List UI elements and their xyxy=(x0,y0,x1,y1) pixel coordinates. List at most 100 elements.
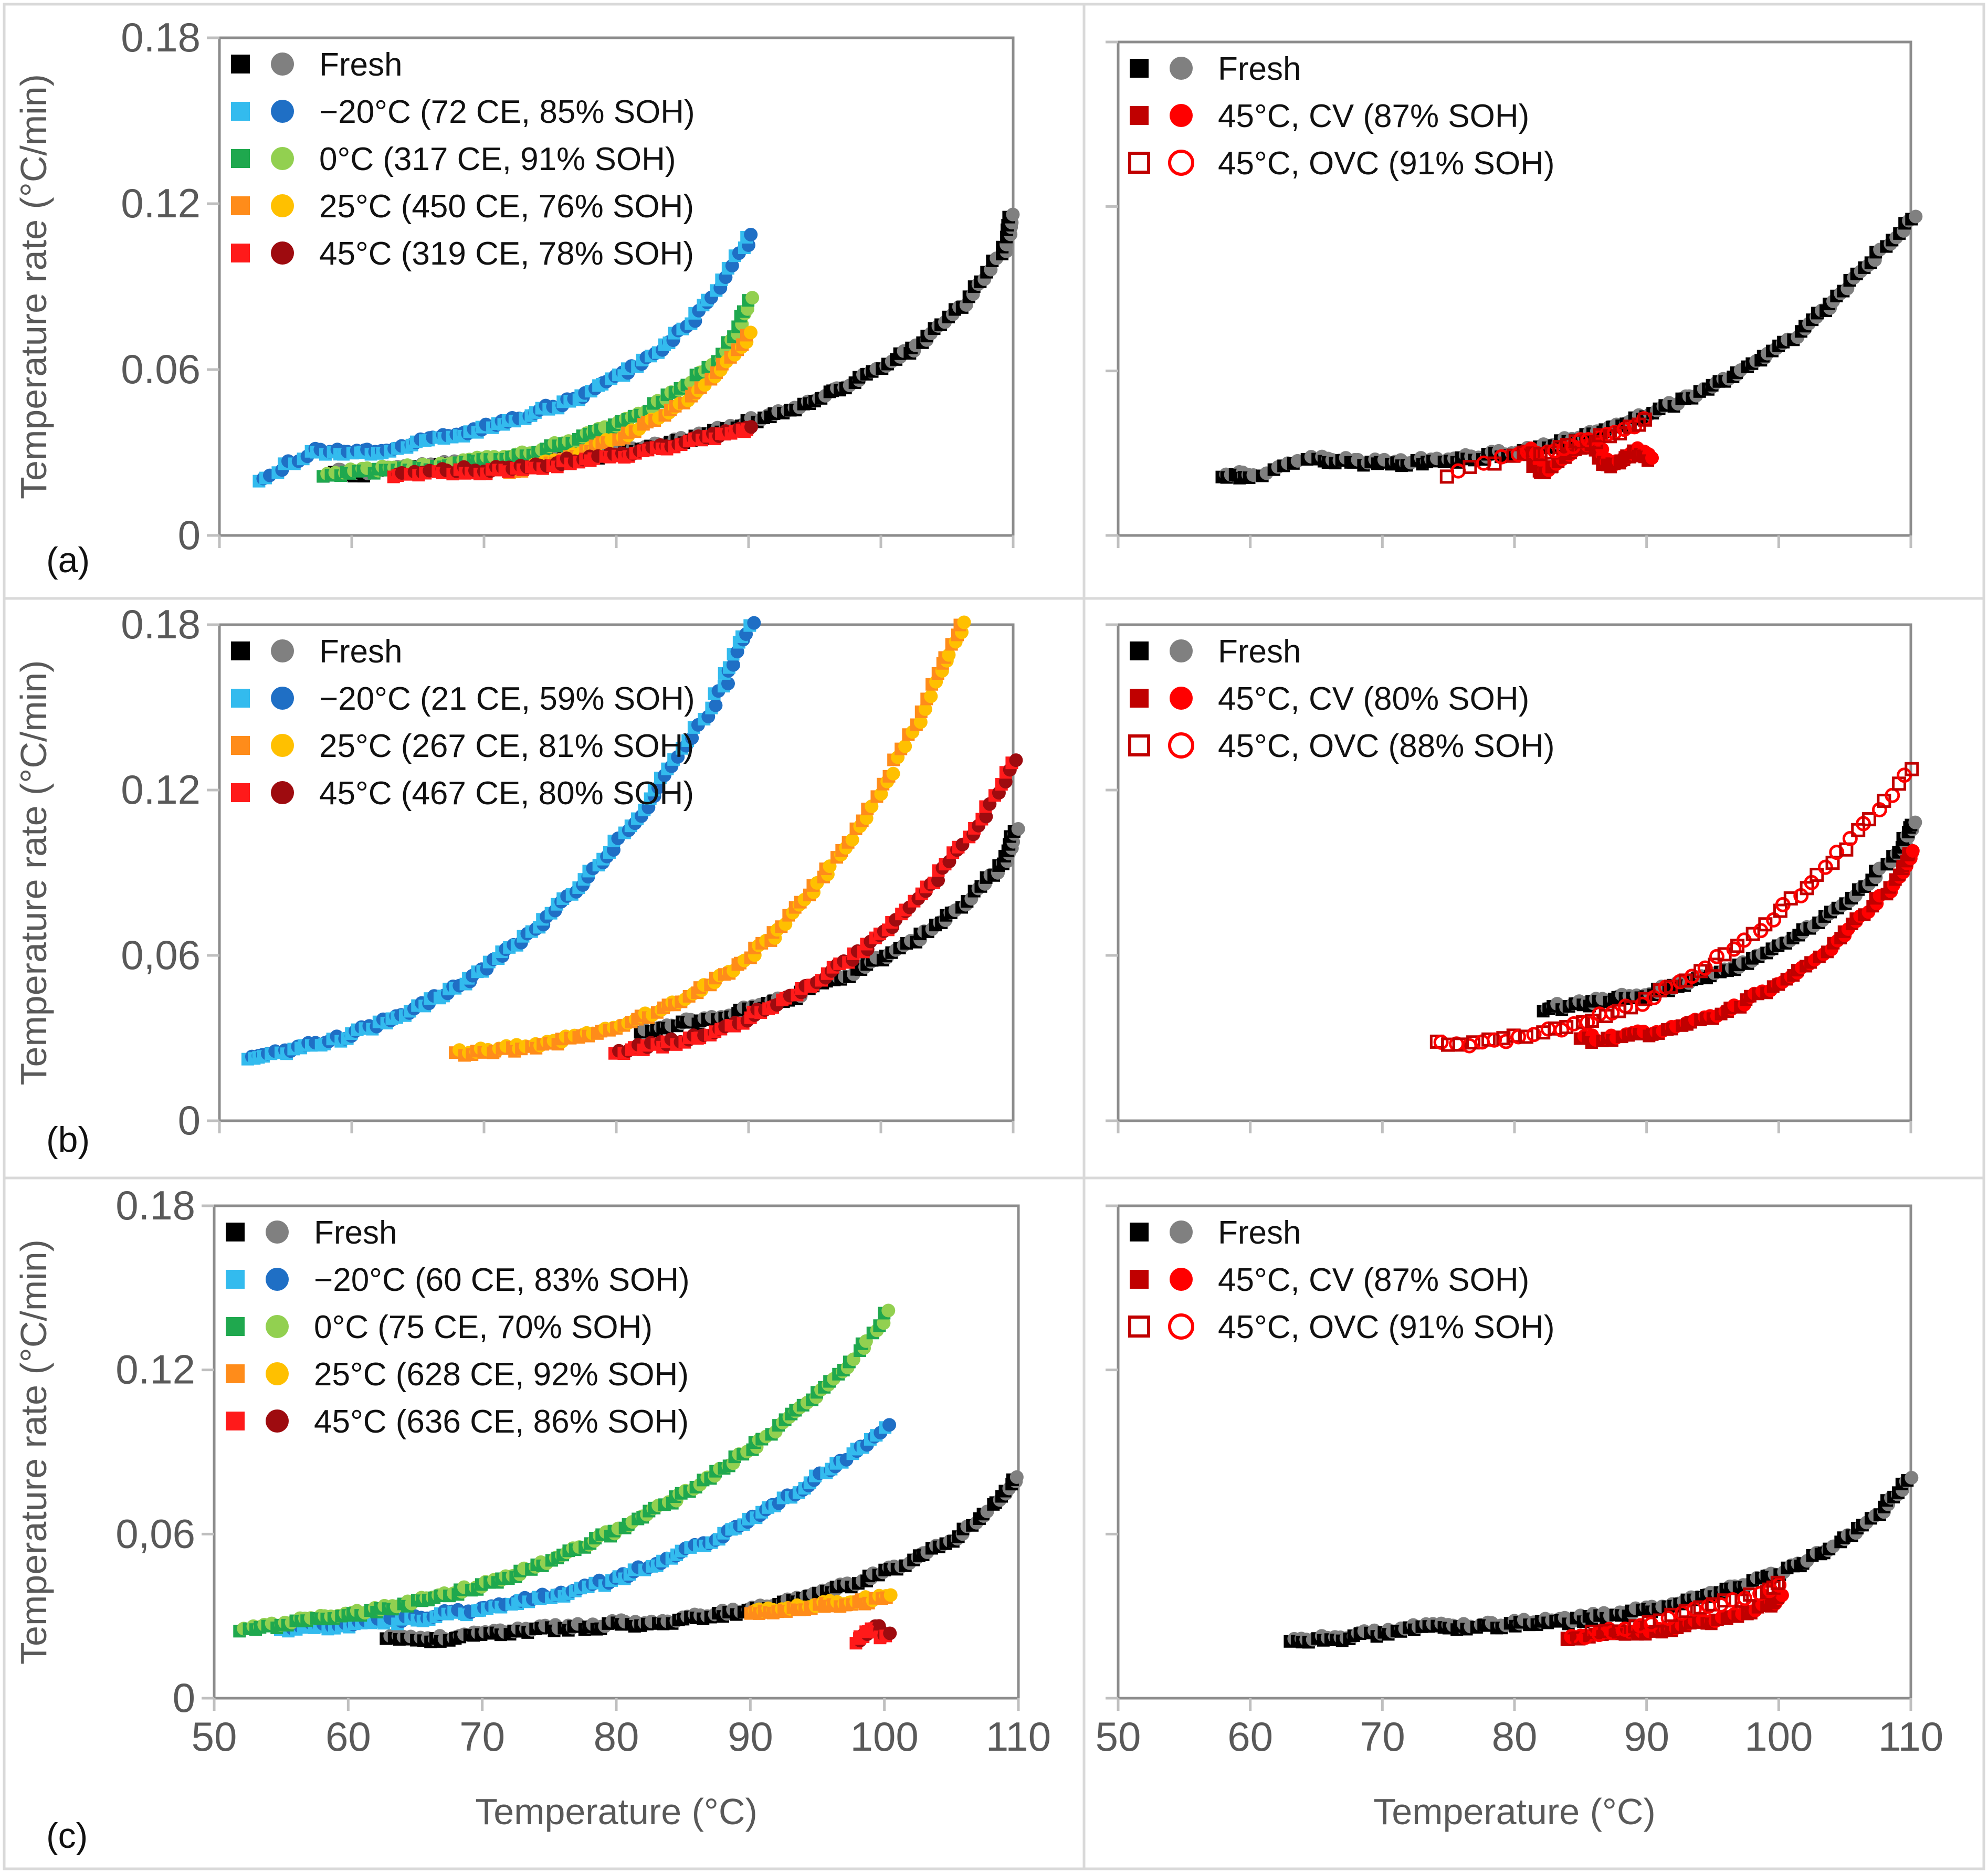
point-marker xyxy=(1556,441,1572,457)
point-marker xyxy=(886,766,900,781)
point-marker xyxy=(1463,460,1477,475)
point-marker xyxy=(1452,1037,1467,1052)
point-marker xyxy=(874,787,888,801)
point-marker xyxy=(883,1588,898,1602)
x-tick-label: 50 xyxy=(192,1713,237,1760)
point-marker xyxy=(1571,1631,1586,1646)
legend-circle-marker xyxy=(271,781,294,804)
series-2 xyxy=(1429,762,1919,1054)
x-tick-label: 110 xyxy=(986,1713,1051,1760)
point-marker xyxy=(1708,957,1722,972)
y-tick-label: 0.12 xyxy=(121,766,201,813)
legend-square-marker xyxy=(226,1412,245,1430)
series-2 xyxy=(449,615,971,1062)
point-marker xyxy=(1745,927,1760,941)
x-tick-label: 100 xyxy=(1744,1713,1813,1760)
y-axis-title: Temperature rate (°C/min) xyxy=(13,1239,54,1665)
legend-circle-marker xyxy=(1170,687,1193,710)
point-marker xyxy=(743,325,758,340)
x-tick-label: 110 xyxy=(1878,1713,1943,1760)
legend-square-marker xyxy=(1128,1316,1150,1338)
legend-label: Fresh xyxy=(1218,51,1301,87)
point-marker xyxy=(1861,812,1876,827)
chart-c-right: 50 60 70 80 90 100 110 Temperature (°C) Fresh 45°… xyxy=(1082,1176,1985,1870)
point-marker xyxy=(924,689,938,703)
legend-square-marker xyxy=(226,1317,245,1336)
y-tick-label: 0,06 xyxy=(121,932,201,978)
point-marker xyxy=(1908,815,1922,829)
point-marker xyxy=(979,809,993,824)
point-marker xyxy=(1496,1031,1511,1046)
point-marker xyxy=(918,702,932,716)
legend-circle-marker xyxy=(1170,1220,1193,1244)
chart-b-right: Fresh 45°C, CV (80% SOH) 45°C, OVC (88% SO… xyxy=(1082,597,1985,1180)
x-tick-label: 100 xyxy=(850,1713,919,1760)
point-marker xyxy=(1519,1029,1533,1044)
legend-label: −20°C (60 CE, 83% SOH) xyxy=(314,1262,690,1298)
legend-label: Fresh xyxy=(1218,1215,1301,1251)
point-marker xyxy=(1511,1029,1527,1045)
y-tick-label: 0,06 xyxy=(115,1510,195,1556)
legend-circle-marker xyxy=(1170,639,1193,662)
legend-circle-marker xyxy=(266,1220,289,1244)
legend: Fresh −20°C (21 CE, 59% SOH) 25°C (267 CE,… xyxy=(231,634,695,812)
point-marker xyxy=(1633,1618,1648,1634)
legend-circle-marker xyxy=(266,1409,289,1433)
point-marker xyxy=(877,1316,891,1330)
point-marker xyxy=(1011,822,1025,836)
point-marker xyxy=(726,658,740,672)
point-marker xyxy=(882,1418,897,1432)
legend-label: 25°C (267 CE, 81% SOH) xyxy=(319,728,694,764)
legend-square-marker xyxy=(1130,59,1149,78)
series-4 xyxy=(849,1619,897,1650)
point-marker xyxy=(898,739,912,753)
point-marker xyxy=(745,291,760,305)
point-marker xyxy=(1726,941,1742,957)
legend-label: 45°C, CV (80% SOH) xyxy=(1218,681,1529,717)
legend-square-marker xyxy=(1130,106,1149,125)
point-marker xyxy=(721,677,735,691)
x-tick-label: 80 xyxy=(594,1713,639,1760)
legend: Fresh −20°C (60 CE, 83% SOH) 0°C (75 CE, 7… xyxy=(226,1215,690,1440)
y-tick-label: 0.18 xyxy=(121,601,201,647)
point-marker xyxy=(883,1626,897,1640)
legend-square-marker xyxy=(231,641,250,660)
legend-label: −20°C (72 CE, 85% SOH) xyxy=(319,94,695,130)
point-marker xyxy=(1481,1032,1496,1047)
legend-square-marker xyxy=(231,102,250,121)
series-3 xyxy=(744,1588,898,1620)
series-2 xyxy=(1439,411,1653,484)
legend-square-marker xyxy=(231,55,250,73)
point-marker xyxy=(1009,1470,1024,1484)
legend: Fresh 45°C, CV (87% SOH) 45°C, OVC (91% SO… xyxy=(1128,1215,1555,1345)
series-4 xyxy=(387,420,758,483)
legend-square-marker xyxy=(231,783,250,802)
series-1 xyxy=(1573,844,1920,1049)
y-tick-label: 0.12 xyxy=(115,1346,195,1393)
legend-square-marker xyxy=(231,196,250,215)
point-marker xyxy=(1905,1471,1919,1485)
legend-label: 45°C, OVC (91% SOH) xyxy=(1218,145,1555,182)
legend-label: 45°C, OVC (91% SOH) xyxy=(1218,1309,1555,1345)
series-2 xyxy=(1560,1575,1787,1646)
legend-circle-marker xyxy=(271,639,294,662)
x-tick-label: 60 xyxy=(1227,1713,1273,1760)
x-axis-title: Temperature (°C) xyxy=(1373,1791,1656,1832)
y-tick-label: 0.18 xyxy=(115,1182,195,1228)
legend-label: 25°C (628 CE, 92% SOH) xyxy=(314,1356,689,1393)
legend-label: −20°C (21 CE, 59% SOH) xyxy=(319,681,695,717)
point-marker xyxy=(1660,1611,1676,1626)
point-marker xyxy=(1829,845,1845,860)
x-tick-label: 80 xyxy=(1492,1713,1538,1760)
point-marker xyxy=(1770,1575,1785,1590)
legend-square-marker xyxy=(1130,1223,1149,1241)
point-marker xyxy=(1617,1622,1633,1637)
y-tick-label: 0 xyxy=(178,1097,201,1143)
legend-circle-marker xyxy=(1170,1268,1193,1291)
legend-circle-marker xyxy=(266,1268,289,1291)
legend-square-marker xyxy=(1130,641,1149,660)
y-tick-label: 0.06 xyxy=(121,346,201,392)
point-marker xyxy=(1643,1616,1659,1632)
